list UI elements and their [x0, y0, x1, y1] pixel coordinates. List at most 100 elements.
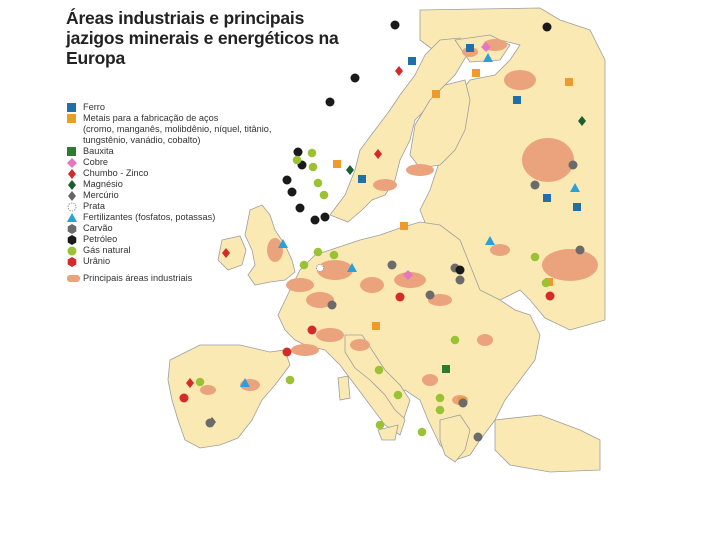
uranium-deposit-icon	[545, 291, 555, 301]
uranium-deposit-icon	[307, 325, 317, 335]
oil-deposit-icon	[542, 22, 552, 32]
natural-gas-deposit-icon	[374, 365, 384, 375]
legend-item-steel-metals: Metais para a fabricação de aços (cromo,…	[67, 113, 277, 146]
natural-gas-deposit-icon	[313, 247, 323, 257]
legend-label: Chumbo - Zinco	[83, 168, 149, 178]
industrial-area	[477, 334, 493, 346]
legend-label: Carvão	[83, 223, 113, 233]
coal-deposit-icon	[575, 245, 585, 255]
natural-gas-deposit-icon	[319, 190, 329, 200]
land-ireland	[217, 235, 247, 271]
silver-deposit-icon	[315, 263, 325, 273]
land-iberia	[167, 344, 291, 449]
natural-gas-deposit-icon	[435, 393, 445, 403]
oil-deposit-icon	[310, 215, 320, 225]
legend-label: Mercúrio	[83, 190, 119, 200]
lead-zinc-deposit-icon	[395, 66, 403, 76]
fertilizer-deposit-icon	[240, 378, 250, 387]
industrial-area	[267, 238, 283, 262]
map-legend: Ferro Metais para a fabricação de aços (…	[67, 102, 277, 284]
coal-deposit-icon	[568, 160, 578, 170]
natural-gas-deposit-icon	[292, 155, 302, 165]
industrial-area	[373, 179, 397, 191]
natural-gas-deposit-icon	[417, 427, 427, 437]
oil-deposit-icon	[320, 212, 330, 222]
iron-deposit-icon	[513, 96, 521, 104]
industrial-area	[350, 339, 370, 351]
natural-gas-deposit-icon	[435, 405, 445, 415]
uranium-deposit-icon	[282, 347, 292, 357]
legend-item-coal: Carvão	[67, 223, 277, 234]
legend-label: Fertilizantes (fosfatos, potassas)	[83, 212, 216, 222]
coal-deposit-icon	[473, 432, 483, 442]
oil-deposit-icon	[455, 265, 465, 275]
oil-deposit-icon	[390, 20, 400, 30]
land-turkey	[494, 414, 601, 473]
magnesium-deposit-icon	[346, 165, 354, 175]
legend-label: Bauxita	[83, 146, 114, 156]
copper-symbol-icon	[67, 158, 77, 168]
legend-label: Metais para a fabricação de aços	[83, 113, 219, 123]
legend-item-silver: Prata	[67, 201, 277, 212]
industrial-area-swatch	[67, 275, 80, 285]
coal-deposit-icon	[425, 290, 435, 300]
legend-item-natural-gas: Gás natural	[67, 245, 277, 256]
legend-label: Prata	[83, 201, 105, 211]
land-greece	[439, 414, 471, 463]
steel-metals-deposit-icon	[372, 322, 380, 330]
industrial-area	[200, 385, 216, 395]
magnesium-symbol-icon	[67, 180, 77, 190]
fertilizer-deposit-icon	[347, 263, 357, 272]
oil-deposit-icon	[350, 73, 360, 83]
natural-gas-deposit-icon	[299, 260, 309, 270]
natural-gas-deposit-icon	[307, 148, 317, 158]
uranium-deposit-icon	[179, 393, 189, 403]
legend-item-oil: Petróleo	[67, 234, 277, 245]
legend-label: Urânio	[83, 256, 111, 266]
iron-deposit-icon	[573, 203, 581, 211]
industrial-areas	[200, 39, 598, 405]
fertilizer-deposit-icon	[278, 239, 288, 248]
industrial-area	[490, 244, 510, 256]
legend-label: Gás natural	[83, 245, 131, 255]
fertilizer-deposit-icon	[570, 183, 580, 192]
industrial-area	[286, 278, 314, 292]
iron-deposit-icon	[358, 175, 366, 183]
oil-deposit-icon	[325, 97, 335, 107]
industrial-area	[360, 277, 384, 293]
steel-metals-deposit-icon	[565, 78, 573, 86]
legend-item-bauxite: Bauxita	[67, 146, 277, 157]
oil-deposit-icon	[282, 175, 292, 185]
coal-deposit-icon	[530, 180, 540, 190]
steel-metals-deposit-icon	[333, 160, 341, 168]
map-symbols	[179, 20, 586, 442]
silver-symbol-icon	[67, 202, 77, 212]
coal-deposit-icon	[387, 260, 397, 270]
natural-gas-symbol-icon	[67, 246, 77, 256]
steel-metals-symbol-icon	[67, 114, 77, 124]
iron-deposit-icon	[408, 57, 416, 65]
iron-deposit-icon	[466, 44, 474, 52]
bauxite-symbol-icon	[67, 147, 77, 157]
land-sardinia	[337, 375, 351, 401]
coal-deposit-icon	[327, 300, 337, 310]
bauxite-deposit-icon	[442, 365, 450, 373]
iron-symbol-icon	[67, 103, 77, 113]
land-sicily	[377, 424, 399, 441]
legend-item-industrial-areas: Principais áreas industriais	[67, 273, 277, 284]
legend-sublabel: (cromo, manganês, molibdênio, níquel, ti…	[83, 124, 272, 145]
coal-deposit-icon	[458, 398, 468, 408]
industrial-area	[406, 164, 434, 176]
uranium-symbol-icon	[67, 257, 77, 267]
natural-gas-deposit-icon	[541, 278, 551, 288]
fertilizer-symbol-icon	[67, 213, 77, 223]
legend-label: Magnésio	[83, 179, 123, 189]
map-title: Áreas industriais e principais jazigos m…	[66, 8, 366, 68]
steel-metals-deposit-icon	[432, 90, 440, 98]
oil-deposit-icon	[293, 147, 303, 157]
copper-deposit-icon	[403, 270, 413, 280]
coal-deposit-icon	[205, 418, 215, 428]
industrial-area	[291, 344, 319, 356]
legend-item-mercury: Mercúrio	[67, 190, 277, 201]
